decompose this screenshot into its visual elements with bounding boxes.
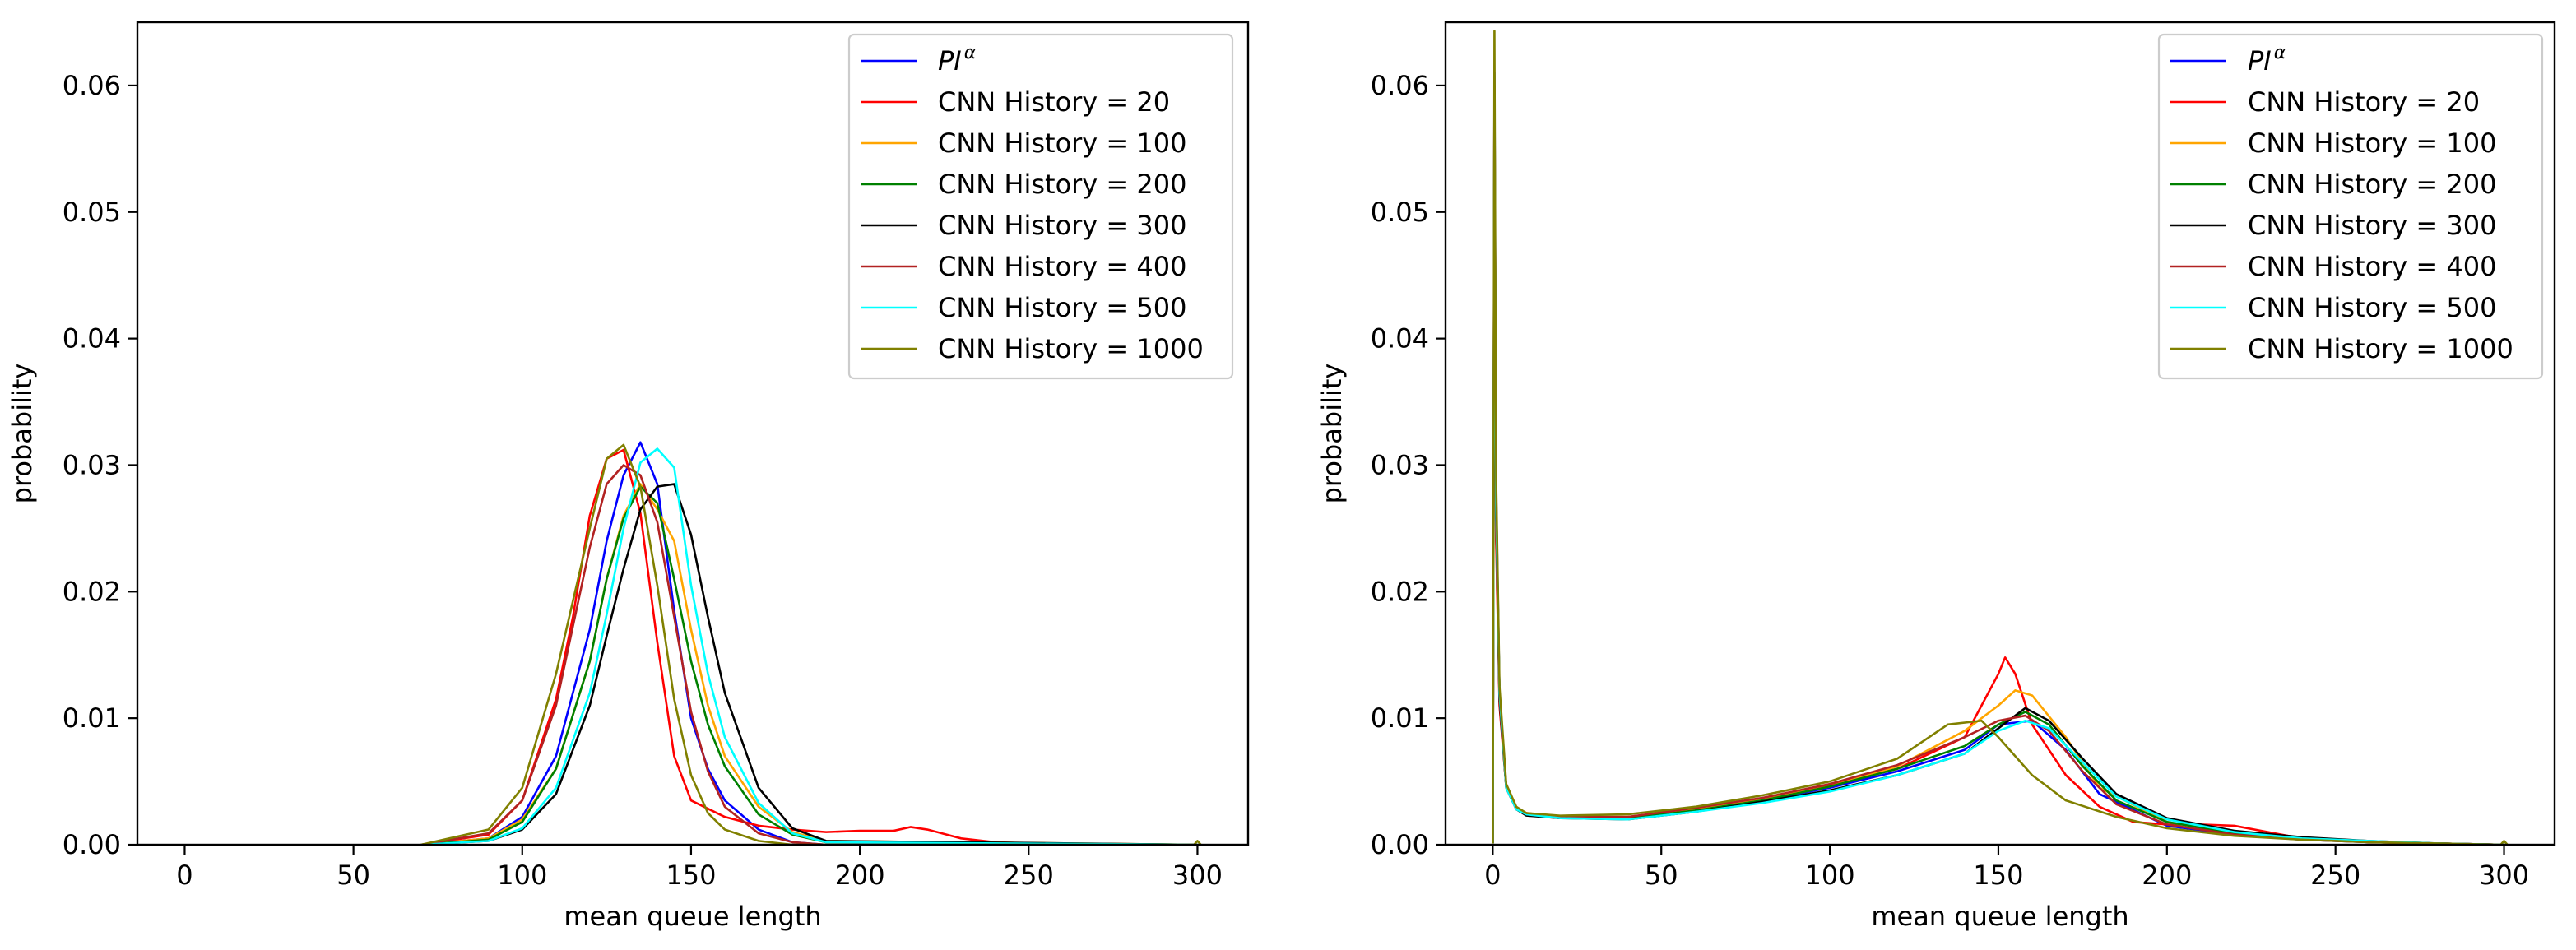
- x-tick-label: 300: [1172, 860, 1223, 891]
- y-tick-label: 0.01: [1371, 702, 1429, 734]
- y-tick-label: 0.00: [63, 829, 121, 860]
- series-line-6: [1492, 109, 2504, 845]
- x-axis-label: mean queue length: [564, 901, 821, 932]
- legend-entry-label: CNN History = 500: [938, 292, 1186, 323]
- x-tick-label: 250: [1004, 860, 1054, 891]
- legend-box: [2157, 33, 2544, 380]
- right-panel: 0 50 100 150 200 250 300 0.00 0.01 0.02 0.03 0.04 0.…: [1316, 21, 2556, 932]
- legend-entry-label: CNN History = 20: [938, 86, 1170, 118]
- series-line-0: [420, 441, 1198, 845]
- y-tick-label: 0.04: [63, 323, 121, 355]
- legend-entry-label: CNN History = 100: [2248, 127, 2496, 159]
- axes-frame: [136, 21, 1250, 846]
- y-tick-label: 0.02: [1371, 576, 1429, 607]
- y-tick-label: 0.02: [63, 576, 121, 607]
- legend: PI α CNN History = 20 CNN History = 100 CNN …: [847, 33, 1234, 380]
- x-tick-label: 100: [1805, 860, 1855, 891]
- x-tick-label: 50: [337, 860, 370, 891]
- legend-entry-label: CNN History = 300: [938, 210, 1186, 241]
- x-tick-label: 100: [497, 860, 547, 891]
- series-line-7: [420, 443, 1202, 845]
- legend: PI α CNN History = 20 CNN History = 100 CNN …: [2157, 33, 2544, 380]
- y-axis-label: probability: [7, 364, 38, 504]
- y-tick-label: 0.06: [1371, 70, 1429, 101]
- x-tick-label: 50: [1645, 860, 1678, 891]
- series-lines: [1492, 30, 2509, 845]
- x-tick-label: 150: [666, 860, 716, 891]
- legend-box: [847, 33, 1234, 380]
- legend-entry-label: CNN History = 200: [2248, 169, 2496, 200]
- x-tick-label: 200: [2142, 860, 2192, 891]
- legend-entry-label: PI α: [938, 43, 977, 76]
- y-tick-label: 0.05: [1371, 197, 1429, 228]
- x-tick-label: 0: [1484, 860, 1501, 891]
- legend-entry-label: CNN History = 1000: [2248, 333, 2513, 364]
- x-tick-label: 150: [1973, 860, 2023, 891]
- y-tick-label: 0.05: [63, 197, 121, 228]
- x-tick-label: 250: [2310, 860, 2360, 891]
- y-tick-label: 0.03: [63, 449, 121, 480]
- legend-entry-label: CNN History = 500: [2248, 292, 2496, 323]
- legend-entry-label: CNN History = 200: [938, 169, 1186, 200]
- x-tick-label: 0: [176, 860, 193, 891]
- series-line-7: [1492, 30, 2509, 845]
- series-line-4: [420, 483, 1198, 845]
- y-tick-label: 0.03: [1371, 449, 1429, 480]
- legend-entry-label: CNN History = 400: [2248, 251, 2496, 282]
- legend-entry-label: CNN History = 400: [938, 251, 1186, 282]
- left-panel: 0 50 100 150 200 250 300 0.00 0.01 0.02 0.03 0.04 0.…: [7, 21, 1250, 932]
- series-lines: [420, 441, 1202, 845]
- series-line-6: [420, 447, 1198, 845]
- x-axis-label: mean queue length: [1871, 901, 2128, 932]
- series-line-1: [420, 448, 1198, 845]
- y-tick-label: 0.04: [1371, 323, 1429, 355]
- y-tick-label: 0.00: [1371, 829, 1429, 860]
- legend-entry-label: CNN History = 20: [2248, 86, 2480, 118]
- x-tick-label: 200: [835, 860, 885, 891]
- legend-entry-label: PI α: [2248, 43, 2286, 76]
- axes-frame: [1444, 21, 2556, 846]
- x-tick-label: 300: [2479, 860, 2529, 891]
- legend-entry-label: CNN History = 1000: [938, 333, 1204, 364]
- legend-entry-label: CNN History = 100: [938, 127, 1186, 159]
- y-tick-label: 0.06: [63, 70, 121, 101]
- y-tick-label: 0.01: [63, 702, 121, 734]
- legend-entry-label: CNN History = 300: [2248, 210, 2496, 241]
- y-axis-label: probability: [1316, 364, 1348, 504]
- series-line-3: [420, 485, 1198, 845]
- series-line-5: [420, 464, 1198, 845]
